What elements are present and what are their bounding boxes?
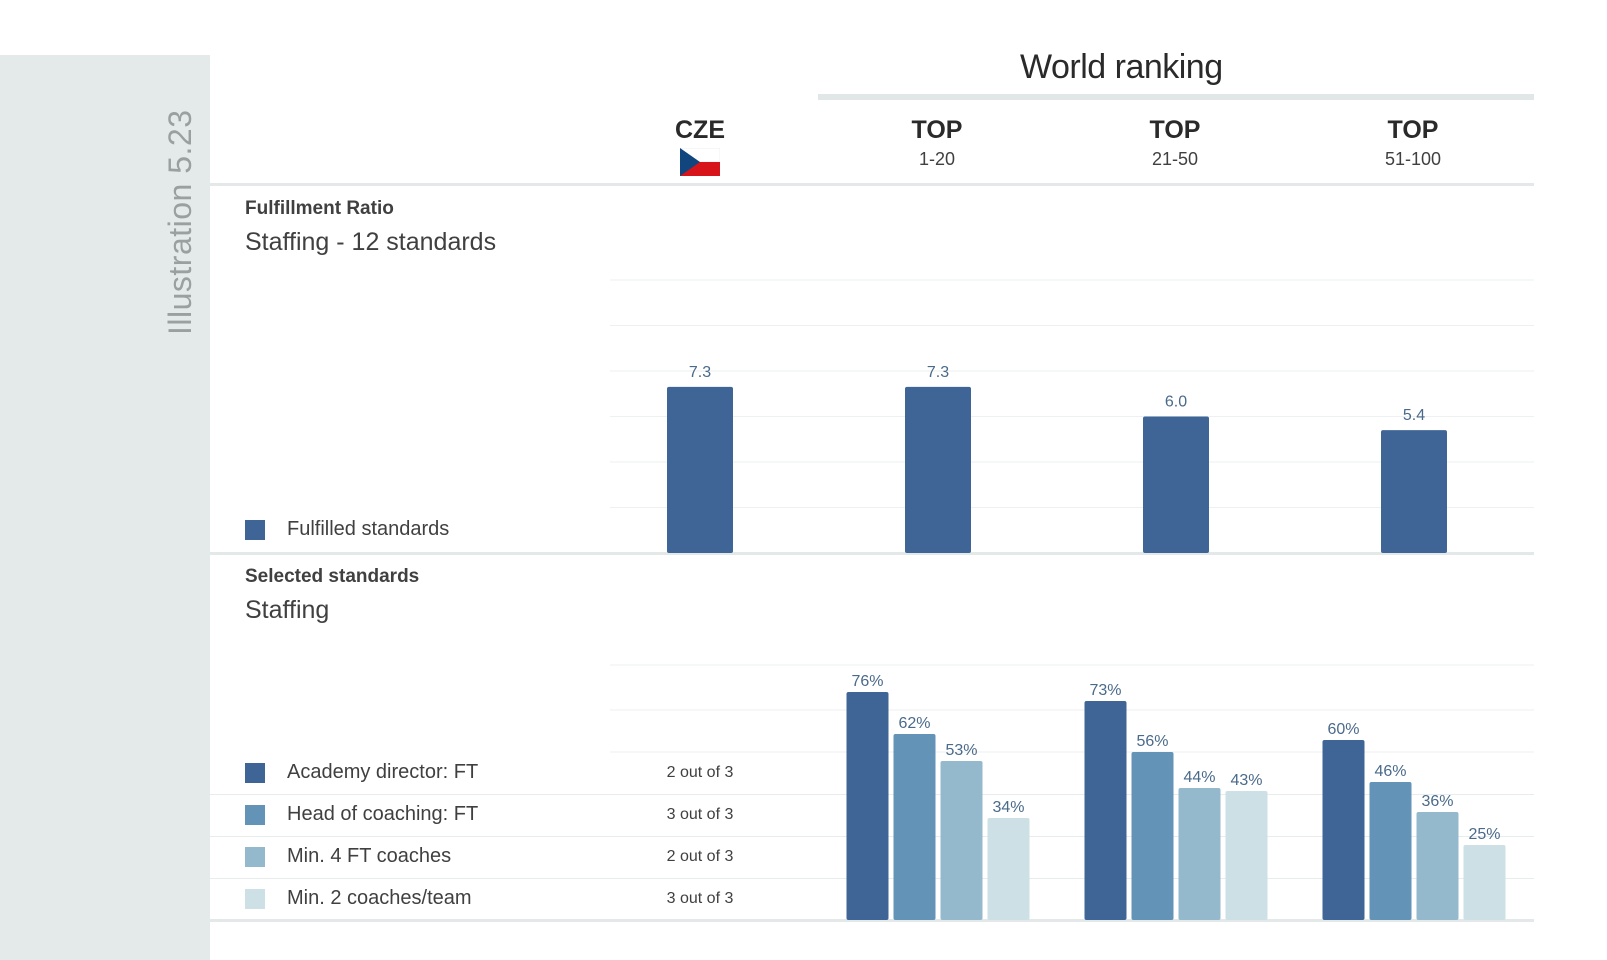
bar-fulfilled-standards xyxy=(1143,416,1209,553)
column-header-main: TOP xyxy=(1149,116,1201,144)
cze-row-note: 3 out of 3 xyxy=(666,890,734,907)
bar-value-label: 73% xyxy=(1089,682,1121,699)
column-header-main: TOP xyxy=(911,116,963,144)
bar-value-label: 46% xyxy=(1374,763,1406,780)
legend-swatch xyxy=(245,889,265,909)
section-divider xyxy=(210,552,1534,555)
column-header-cze: CZE xyxy=(600,116,800,145)
column-header-sub: 21-50 xyxy=(1151,149,1199,169)
bar-value-label: 7.3 xyxy=(689,364,711,381)
section1-title: Staffing - 12 standards xyxy=(245,228,497,256)
world-ranking-rule xyxy=(818,94,1534,100)
column-header-main: TOP xyxy=(1387,116,1439,144)
bar-min-2-coaches-team xyxy=(987,818,1030,920)
bar-fulfilled-standards xyxy=(905,386,971,553)
sidebar-panel xyxy=(0,55,210,960)
bar-min-4-ft-coaches xyxy=(1416,812,1459,920)
bar-value-label: 53% xyxy=(945,742,977,759)
legend-label: Academy director: FT xyxy=(287,761,479,783)
bar-value-label: 60% xyxy=(1327,721,1359,738)
bar-value-label: 25% xyxy=(1468,826,1500,843)
legend-label: Fulfilled standards xyxy=(287,518,450,540)
bar-value-label: 62% xyxy=(898,715,930,732)
bar-value-label: 43% xyxy=(1230,772,1262,789)
bar-value-label: 76% xyxy=(851,673,883,690)
bar-fulfilled-standards xyxy=(667,386,733,553)
cze-row-note: 2 out of 3 xyxy=(666,764,734,781)
bar-value-label: 6.0 xyxy=(1165,394,1187,411)
legend-swatch xyxy=(245,520,265,540)
column-header-sub: 1-20 xyxy=(918,149,956,169)
bar-head-of-coaching-ft xyxy=(1131,752,1174,920)
bar-head-of-coaching-ft xyxy=(893,734,936,920)
legend-label: Min. 2 coaches/team xyxy=(287,887,472,909)
bar-value-label: 5.4 xyxy=(1403,407,1425,424)
cze-row-note: 3 out of 3 xyxy=(666,806,734,823)
czech-flag-icon xyxy=(680,148,720,176)
bar-min-2-coaches-team xyxy=(1225,791,1268,920)
legend-swatch xyxy=(245,763,265,783)
bar-min-4-ft-coaches xyxy=(940,761,983,920)
bar-academy-director-ft xyxy=(846,692,889,920)
column-header-top-21-50: TOP 21-50 xyxy=(1075,116,1275,170)
section2-kicker: Selected standards xyxy=(245,566,420,587)
header-divider xyxy=(210,183,1534,186)
column-header-top-51-100: TOP 51-100 xyxy=(1313,116,1513,170)
column-header-main: CZE xyxy=(675,116,725,144)
world-ranking-title: World ranking xyxy=(1020,48,1223,86)
bar-fulfilled-standards xyxy=(1381,430,1447,553)
section1-kicker: Fulfillment Ratio xyxy=(245,198,394,219)
cze-row-note: 2 out of 3 xyxy=(666,848,734,865)
legend-label: Min. 4 FT coaches xyxy=(287,845,452,867)
section2-title: Staffing xyxy=(245,596,330,624)
legend-swatch xyxy=(245,805,265,825)
bar-value-label: 44% xyxy=(1183,769,1215,786)
bar-min-4-ft-coaches xyxy=(1178,788,1221,920)
bar-value-label: 56% xyxy=(1136,733,1168,750)
bar-min-2-coaches-team xyxy=(1463,845,1506,920)
bar-value-label: 7.3 xyxy=(927,364,949,381)
bar-value-label: 36% xyxy=(1421,793,1453,810)
legend-label: Head of coaching: FT xyxy=(287,803,479,825)
bottom-divider xyxy=(210,919,1534,922)
column-header-top-1-20: TOP 1-20 xyxy=(837,116,1037,170)
bar-academy-director-ft xyxy=(1084,701,1127,920)
bar-academy-director-ft xyxy=(1322,740,1365,920)
bar-value-label: 34% xyxy=(992,799,1024,816)
legend-swatch xyxy=(245,847,265,867)
bar-head-of-coaching-ft xyxy=(1369,782,1412,920)
column-header-sub: 51-100 xyxy=(1384,149,1442,169)
